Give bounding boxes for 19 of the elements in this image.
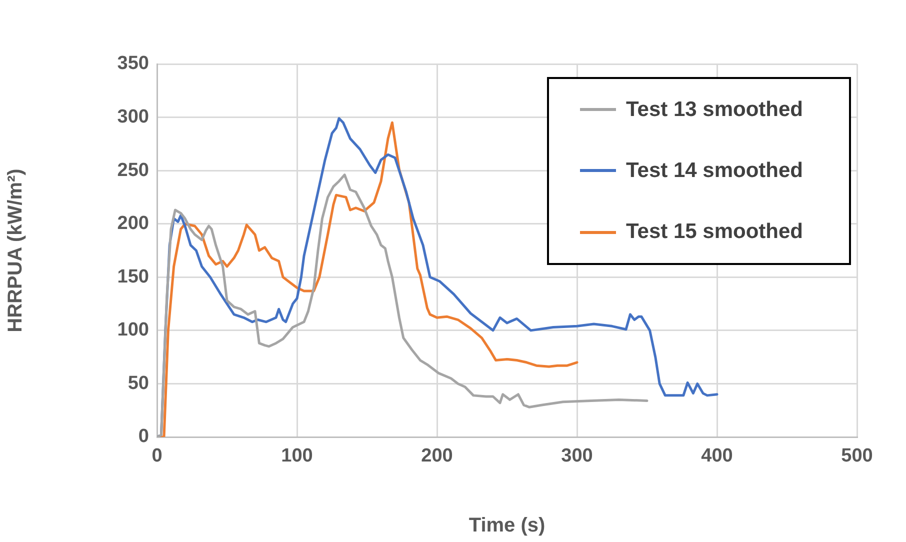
x-tick-label: 0 <box>152 446 162 467</box>
x-tick-label: 200 <box>421 446 453 467</box>
y-tick-label: 100 <box>117 320 149 341</box>
legend-label: Test 13 smoothed <box>626 98 803 122</box>
y-tick-label: 350 <box>117 53 149 74</box>
x-tick-label: 400 <box>701 446 733 467</box>
y-tick-label: 200 <box>117 213 149 234</box>
y-tick-label: 250 <box>117 160 149 181</box>
y-axis-title: HRRPUA (kW/m²) <box>4 168 27 332</box>
legend-label: Test 15 smoothed <box>626 220 803 244</box>
x-tick-label: 100 <box>281 446 313 467</box>
y-tick-label: 0 <box>138 426 149 448</box>
y-tick-label: 150 <box>117 266 149 288</box>
y-tick-label: 50 <box>128 372 149 394</box>
x-axis-title: Time (s) <box>468 514 546 537</box>
x-tick-label: 500 <box>841 446 873 467</box>
y-tick-label: 300 <box>117 106 149 128</box>
x-tick-label: 300 <box>561 446 593 467</box>
legend-label: Test 14 smoothed <box>626 158 803 183</box>
